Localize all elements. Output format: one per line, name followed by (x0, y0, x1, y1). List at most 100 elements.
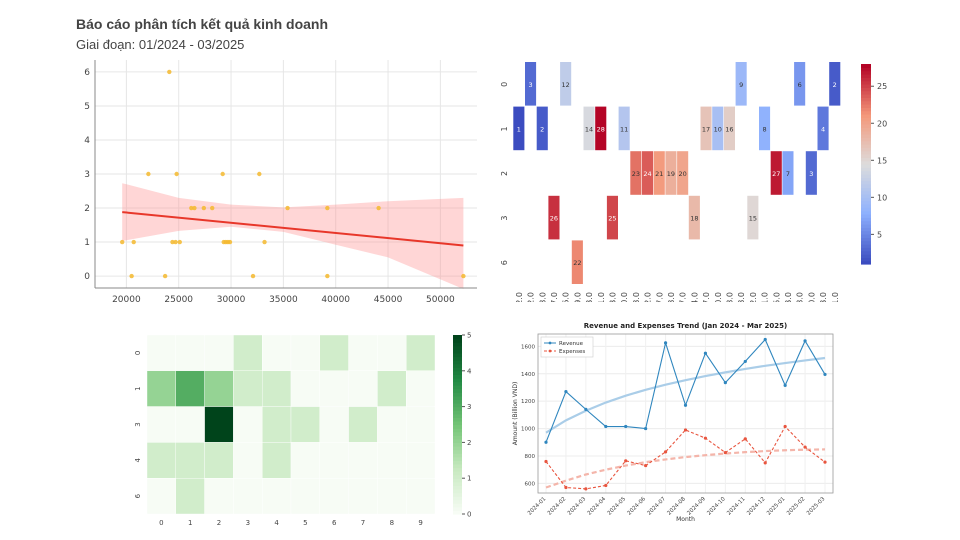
x-tick-label: 2024-08 (666, 496, 687, 517)
colorbar-segment (861, 207, 871, 212)
colorbar-segment (861, 64, 871, 68)
column-label: 39173.0 (784, 292, 793, 302)
colorbar-tick-label: 3 (467, 403, 471, 411)
scatter-point (285, 205, 290, 211)
x-tick-label: 2024-10 (706, 496, 727, 517)
column-label: 0 (159, 519, 163, 527)
heatmap-cell (290, 477, 320, 515)
y-tick-label: 1 (84, 238, 90, 248)
x-tick-label: 50000 (426, 295, 455, 305)
series-point-expenses (564, 485, 568, 490)
heatmap-cell-value: 4 (821, 125, 825, 133)
heatmap-cell (688, 195, 700, 240)
colorbar-segment (861, 140, 871, 145)
heatmap-cell (348, 370, 378, 407)
colorbar-segment (861, 130, 871, 135)
heatmap-cell-value: 7 (786, 170, 790, 178)
scatter-point (227, 239, 233, 245)
heatmap-cell-value: 9 (739, 81, 743, 89)
heatmap-cell-value: 22 (573, 259, 581, 267)
colorbar-segment (861, 124, 871, 128)
heatmap-cell (204, 370, 234, 407)
heatmap-cell-value: 11 (620, 125, 628, 133)
heatmap-cell (406, 442, 436, 479)
colorbar-segment (453, 403, 462, 408)
colorbar-segment (861, 180, 871, 185)
colorbar-segment (861, 137, 871, 142)
heatmap-cell (261, 442, 292, 479)
scatter-point (174, 171, 179, 177)
scatter-point (162, 273, 168, 279)
heatmap-cell (348, 442, 378, 479)
row-label: 1 (500, 126, 509, 131)
column-label: 29688.0 (725, 292, 734, 302)
colorbar-segment (861, 110, 871, 115)
heatmap-cell-value: 28 (597, 125, 605, 133)
series-point-expenses (644, 463, 648, 468)
heatmap-cell-value: 16 (725, 125, 733, 133)
column-label: 19662.0 (515, 292, 524, 302)
series-point-revenue (584, 407, 588, 411)
heatmap-cell-value: 25 (608, 215, 616, 223)
column-label: 4 (274, 519, 279, 527)
scatter-point (257, 171, 262, 177)
series-point-expenses (624, 459, 628, 463)
row-label: 6 (500, 260, 509, 265)
heatmap-cell-value: 12 (562, 81, 570, 89)
column-label: 29347.0 (702, 292, 711, 302)
colorbar-segment (453, 377, 462, 383)
heatmap-cell-value: 24 (643, 170, 651, 178)
colorbar-segment (453, 442, 462, 447)
row-label: 1 (134, 386, 142, 390)
heatmap-cell (261, 334, 292, 371)
colorbar-segment (861, 177, 871, 182)
colorbar-segment (453, 356, 462, 361)
heatmap-cell (653, 151, 665, 195)
colorbar-segment (453, 413, 462, 418)
colorbar-segment (453, 360, 462, 365)
column-label: 7 (361, 519, 365, 527)
colorbar-segment (861, 134, 871, 138)
heatmap-cell (630, 151, 642, 195)
scatter-point (129, 273, 134, 279)
y-axis-label: Amount (Billion VND) (512, 382, 519, 446)
colorbar-tick-label: 2 (467, 439, 471, 447)
colorbar-segment (453, 453, 462, 458)
colorbar-segment (861, 244, 871, 248)
colorbar-segment (861, 94, 871, 98)
colorbar-segment (861, 74, 871, 78)
column-label: 48573.0 (819, 292, 828, 302)
scatter-point (120, 239, 125, 245)
heatmap-cell (747, 195, 759, 240)
scatter-point (325, 205, 330, 211)
row-label: 2 (500, 171, 509, 176)
heatmap-cell (319, 442, 349, 479)
heatmap-cell (233, 334, 263, 371)
colorbar-segment (861, 77, 871, 82)
x-tick-label: 2024-02 (547, 496, 567, 516)
y-tick-label: 6 (84, 68, 90, 78)
y-tick-label: 1000 (521, 427, 535, 433)
scatter-point (189, 205, 194, 211)
row-label: 0 (500, 82, 509, 87)
colorbar-tick-label: 0 (467, 511, 471, 519)
scatter-point (376, 205, 381, 211)
heatmap-cell (233, 442, 263, 479)
heatmap-cell (560, 62, 572, 106)
heatmap-greens-chart: 0 1 3 4 6 0 1 2 3 4 5 6 7 8 9 0 1 2 3 4 5 (134, 332, 472, 528)
y-tick-label: 5 (84, 102, 90, 112)
colorbar-tick-label: 20 (877, 119, 887, 128)
report-subtitle: Giai đoạn: 01/2024 - 03/2025 (76, 37, 245, 52)
heatmap-cell (146, 370, 176, 407)
heatmap-cell (204, 442, 234, 479)
column-label: 22137.0 (550, 292, 559, 302)
scatter-point (170, 239, 175, 245)
column-label: 6 (332, 519, 337, 527)
x-tick-label: 2025-02 (786, 496, 806, 516)
heatmap-cell (261, 370, 292, 407)
heatmap-cell-value: 23 (632, 170, 640, 178)
heatmap-cell-value: 17 (702, 125, 710, 133)
series-point-expenses (544, 459, 548, 464)
colorbar-segment (453, 449, 462, 454)
colorbar-segment (453, 381, 462, 386)
